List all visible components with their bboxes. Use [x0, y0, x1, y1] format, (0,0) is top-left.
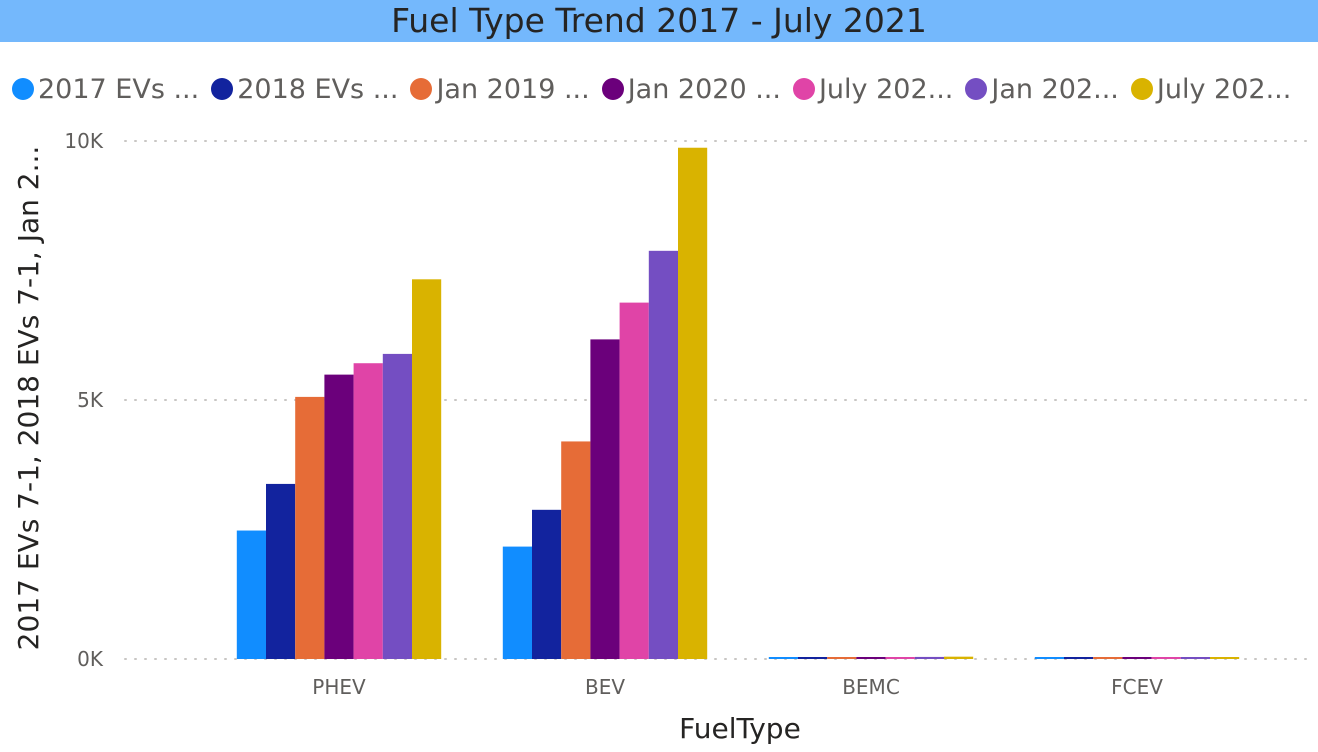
bar[interactable] — [1093, 657, 1123, 659]
bar[interactable] — [798, 657, 828, 659]
bar[interactable] — [944, 656, 974, 659]
bar[interactable] — [1151, 657, 1181, 659]
legend-item-2018[interactable]: 2018 EVs ... — [211, 74, 398, 105]
legend-item-july-2021[interactable]: July 202... — [1130, 73, 1292, 105]
legend-label: July 202... — [1156, 73, 1292, 105]
x-tick-label: BEV — [585, 675, 625, 699]
legend: 2017 EVs ... 2018 EVs ... Jan 2019 ... J… — [12, 70, 1303, 108]
legend-item-jan-2019[interactable]: Jan 2019 ... — [410, 73, 590, 105]
y-axis-ticks: 0K 5K 10K — [64, 129, 103, 671]
y-tick-label: 0K — [77, 647, 104, 671]
legend-label: Jan 202... — [991, 73, 1119, 105]
legend-marker — [1130, 78, 1153, 100]
x-tick-label: FCEV — [1111, 675, 1163, 699]
bar[interactable] — [412, 279, 442, 659]
x-axis-ticks: PHEV BEV BEMC FCEV — [312, 675, 1163, 699]
y-tick-label: 5K — [77, 388, 104, 412]
legend-label: 2018 EVs ... — [237, 73, 399, 105]
bar[interactable] — [1064, 657, 1094, 659]
x-axis-title: FuelType — [679, 712, 801, 745]
bar[interactable] — [827, 657, 857, 659]
bar[interactable] — [914, 656, 944, 659]
bar[interactable] — [678, 147, 708, 659]
legend-label: 2017 EVs ... — [38, 73, 200, 105]
bars — [236, 147, 1240, 660]
bar[interactable] — [502, 546, 532, 659]
bar[interactable] — [266, 483, 296, 659]
x-tick-label: PHEV — [312, 675, 366, 699]
legend-item-jan-2020[interactable]: Jan 2020 ... — [601, 73, 781, 105]
bar[interactable] — [324, 374, 354, 659]
bar[interactable] — [1180, 657, 1210, 659]
legend-marker — [792, 78, 815, 100]
bar[interactable] — [590, 339, 620, 659]
legend-marker — [410, 78, 433, 100]
bar[interactable] — [382, 353, 412, 659]
x-tick-label: BEMC — [842, 675, 900, 699]
legend-marker — [601, 78, 624, 100]
bar[interactable] — [885, 657, 915, 659]
legend-marker — [965, 78, 988, 100]
bar[interactable] — [768, 657, 798, 659]
legend-item-2017[interactable]: 2017 EVs ... — [12, 74, 199, 105]
legend-marker — [12, 78, 34, 100]
bar[interactable] — [1034, 657, 1064, 659]
y-tick-label: 10K — [64, 129, 103, 153]
bar[interactable] — [532, 509, 562, 659]
bar[interactable] — [856, 657, 886, 659]
legend-label: Jan 2020 ... — [627, 73, 781, 105]
chart-title: Fuel Type Trend 2017 - July 2021 — [391, 1, 927, 40]
legend-item-july-2020[interactable]: July 202... — [792, 73, 954, 105]
legend-label: Jan 2019 ... — [436, 73, 590, 105]
title-bar: Fuel Type Trend 2017 - July 2021 — [0, 0, 1318, 42]
bar[interactable] — [236, 530, 266, 659]
bar[interactable] — [648, 250, 678, 660]
bar[interactable] — [561, 441, 591, 659]
y-axis-title: 2017 EVs 7-1, 2018 EVs 7-1, Jan 2... — [12, 146, 45, 651]
bar[interactable] — [295, 396, 325, 659]
bar[interactable] — [619, 302, 649, 659]
bar[interactable] — [1122, 657, 1152, 659]
legend-item-jan-2021[interactable]: Jan 202... — [965, 74, 1119, 105]
bar[interactable] — [1210, 657, 1240, 659]
legend-marker — [211, 78, 234, 100]
bar[interactable] — [353, 363, 383, 659]
legend-label: July 202... — [818, 73, 954, 105]
